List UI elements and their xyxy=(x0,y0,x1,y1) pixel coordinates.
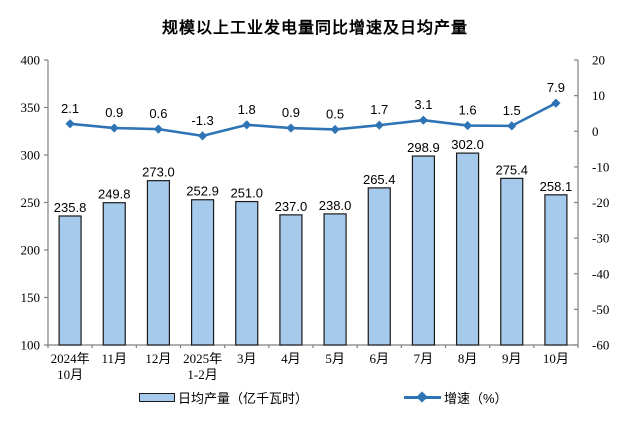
line-point-marker xyxy=(462,120,473,131)
left-axis-tick-label: 250 xyxy=(21,195,41,210)
legend-label-growth-rate: 增速（%） xyxy=(444,390,508,406)
line-value-label: 0.6 xyxy=(149,106,167,121)
bar xyxy=(500,177,524,346)
bar xyxy=(146,180,171,346)
right-axis-tick-label: 10 xyxy=(592,88,605,103)
legend-label-daily-output: 日均产量（亿千瓦时） xyxy=(178,390,309,406)
bar-value-label: 238.0 xyxy=(319,198,352,213)
line-point-marker xyxy=(65,119,75,129)
right-axis-tick-label: -10 xyxy=(592,159,609,174)
bar xyxy=(411,155,436,346)
bar-value-label: 235.8 xyxy=(54,200,87,215)
x-axis-label: 8月 xyxy=(458,351,478,366)
bar xyxy=(190,199,215,346)
line-point-marker xyxy=(153,124,164,134)
x-axis-label: 2025年 xyxy=(183,351,222,366)
bar-value-label: 298.9 xyxy=(407,140,440,155)
x-axis-label: 4月 xyxy=(281,351,301,366)
chart-title: 规模以上工业发电量同比增速及日均产量 xyxy=(161,20,468,37)
line-value-label: 7.9 xyxy=(547,80,565,95)
left-axis-tick-label: 350 xyxy=(21,100,41,115)
line-point-marker xyxy=(242,120,252,130)
bar-value-label: 302.0 xyxy=(451,137,484,152)
right-axis-tick-label: -40 xyxy=(592,266,609,281)
x-axis-label: 6月 xyxy=(369,351,389,366)
bar xyxy=(544,194,568,346)
bar xyxy=(455,152,480,346)
line-value-label: 3.1 xyxy=(414,97,432,112)
bar xyxy=(58,215,82,346)
right-axis-tick-label: 20 xyxy=(592,53,605,68)
line-point-marker xyxy=(418,115,429,125)
left-axis-tick-label: 100 xyxy=(21,338,41,353)
line-point-marker xyxy=(109,123,119,133)
line-value-label: 1.7 xyxy=(370,102,388,117)
line-value-label: 0.9 xyxy=(282,105,300,120)
left-axis-tick-label: 300 xyxy=(21,148,41,163)
bar-value-label: 258.1 xyxy=(540,179,573,194)
line-point-marker xyxy=(197,131,208,141)
x-axis-label: 12月 xyxy=(145,351,171,366)
x-axis-label: 7月 xyxy=(414,351,434,366)
x-axis-label: 1-2月 xyxy=(187,367,217,382)
left-axis-tick-label: 400 xyxy=(21,53,41,68)
right-axis-tick-label: -60 xyxy=(592,338,609,353)
line-value-label: -1.3 xyxy=(191,113,213,128)
left-axis-tick-label: 150 xyxy=(21,290,41,305)
right-axis-tick-label: 0 xyxy=(592,124,599,139)
bar-value-label: 275.4 xyxy=(495,162,528,177)
line-value-label: 2.1 xyxy=(61,101,79,116)
line-point-marker xyxy=(374,120,384,130)
line-value-label: 0.5 xyxy=(326,106,344,121)
line-value-label: 1.8 xyxy=(238,102,256,117)
x-axis-label: 10月 xyxy=(57,367,83,382)
line-legend-swatch xyxy=(404,390,441,404)
line-value-label: 0.9 xyxy=(105,105,123,120)
line-point-marker xyxy=(330,124,340,135)
line-point-marker xyxy=(507,121,517,131)
x-axis-label: 3月 xyxy=(237,351,257,366)
bar-value-label: 252.9 xyxy=(186,184,219,199)
bar xyxy=(102,202,126,346)
line-value-label: 1.6 xyxy=(459,103,477,118)
x-axis-label: 9月 xyxy=(502,351,522,366)
diamond-marker-icon xyxy=(416,391,428,403)
x-axis-label: 5月 xyxy=(325,351,345,366)
line-point-marker xyxy=(551,98,561,108)
bar-value-label: 249.8 xyxy=(98,187,131,202)
bar-legend-swatch xyxy=(139,392,175,402)
x-axis-label: 2024年 xyxy=(51,351,90,366)
right-axis-tick-label: -30 xyxy=(592,231,609,246)
left-axis-tick-label: 200 xyxy=(21,243,41,258)
right-axis-tick-label: -50 xyxy=(592,302,609,317)
bar xyxy=(235,200,259,346)
legend-item-growth-rate: 增速（%） xyxy=(404,388,508,406)
bar-value-label: 237.0 xyxy=(275,199,308,214)
right-axis-tick-label: -20 xyxy=(592,195,609,210)
line-value-label: 1.5 xyxy=(503,103,521,118)
bar xyxy=(367,187,391,346)
legend-item-daily-output: 日均产量（亿千瓦时） xyxy=(139,388,308,406)
bar-value-label: 251.0 xyxy=(230,186,263,201)
bar xyxy=(323,213,347,346)
bar-value-label: 265.4 xyxy=(363,172,396,187)
x-axis-label: 11月 xyxy=(101,351,127,366)
x-axis-label: 10月 xyxy=(543,351,569,366)
growth-line xyxy=(69,101,557,138)
bar xyxy=(279,214,303,346)
line-point-marker xyxy=(286,123,296,133)
bar-value-label: 273.0 xyxy=(142,165,175,180)
